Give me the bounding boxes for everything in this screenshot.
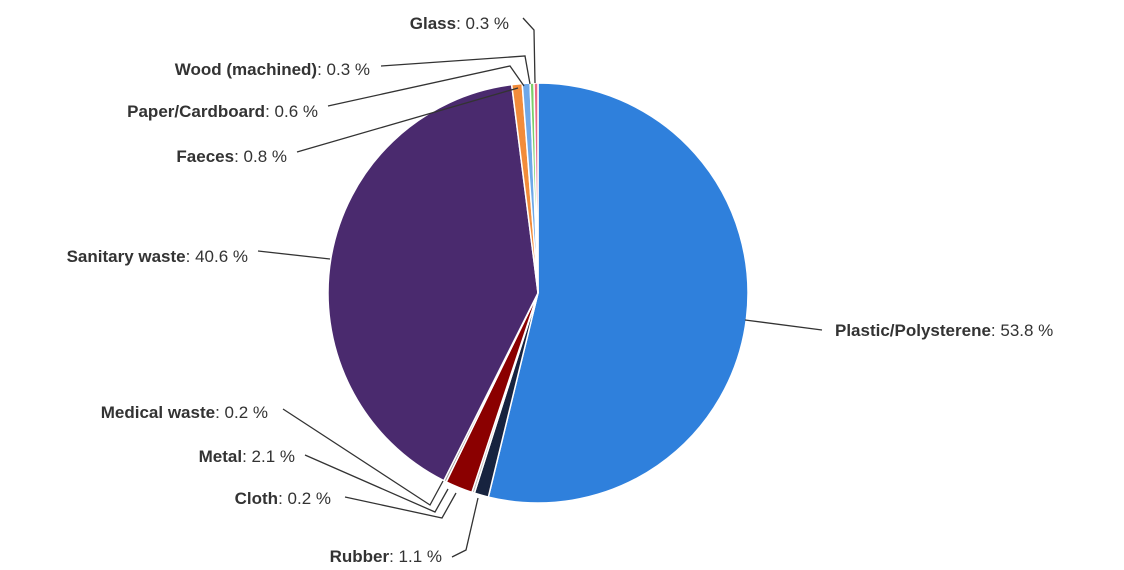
- leader-line-plastic-polysterene: [744, 319, 823, 331]
- leader-line-cloth: [344, 492, 457, 519]
- data-label-sanitary-waste: Sanitary waste: 40.6 %: [67, 247, 248, 266]
- data-label-name: Wood (machined): [175, 60, 317, 79]
- data-label-name: Sanitary waste: [67, 247, 186, 266]
- data-label-name: Glass: [410, 14, 456, 33]
- leader-line-faeces: [296, 87, 519, 153]
- data-label-value: : 0.2 %: [215, 403, 268, 422]
- data-label-wood-machined: Wood (machined): 0.3 %: [175, 60, 370, 79]
- data-label-paper-cardboard: Paper/Cardboard: 0.6 %: [127, 102, 318, 121]
- data-label-name: Metal: [199, 447, 242, 466]
- leader-line-sanitary-waste: [257, 250, 331, 260]
- data-label-glass: Glass: 0.3 %: [410, 14, 509, 33]
- pie-slice-glass[interactable]: [533, 82, 539, 294]
- data-label-cloth: Cloth: 0.2 %: [235, 489, 331, 508]
- data-label-rubber: Rubber: 1.1 %: [330, 547, 442, 566]
- pie-slice-sanitary-waste[interactable]: [327, 83, 539, 482]
- leader-line-rubber: [451, 497, 479, 558]
- data-label-name: Cloth: [235, 489, 278, 508]
- data-label-value: : 40.6 %: [186, 247, 248, 266]
- data-label-name: Rubber: [330, 547, 390, 566]
- data-label-medical-waste: Medical waste: 0.2 %: [101, 403, 268, 422]
- data-label-value: : 0.6 %: [265, 102, 318, 121]
- pie-slices: [327, 82, 749, 504]
- data-label-name: Plastic/Polysterene: [835, 321, 991, 340]
- data-label-value: : 0.3 %: [456, 14, 509, 33]
- leader-line-medical-waste: [282, 408, 444, 506]
- leader-line-glass: [522, 17, 536, 84]
- leader-line-wood-machined: [380, 55, 531, 85]
- data-label-faeces: Faeces: 0.8 %: [176, 147, 287, 166]
- leader-line-metal: [304, 454, 449, 513]
- data-label-name: Medical waste: [101, 403, 215, 422]
- pie-slice-plastic-polysterene[interactable]: [487, 82, 749, 504]
- data-label-value: : 0.2 %: [278, 489, 331, 508]
- data-label-metal: Metal: 2.1 %: [199, 447, 295, 466]
- data-label-name: Paper/Cardboard: [127, 102, 265, 121]
- data-label-value: : 53.8 %: [991, 321, 1053, 340]
- data-label-name: Faeces: [176, 147, 234, 166]
- data-label-plastic-polysterene: Plastic/Polysterene: 53.8 %: [835, 321, 1053, 340]
- data-label-value: : 2.1 %: [242, 447, 295, 466]
- pie-labels: Plastic/Polysterene: 53.8 % Rubber: 1.1 %…: [67, 14, 1054, 566]
- data-label-value: : 1.1 %: [389, 547, 442, 566]
- data-label-value: : 0.3 %: [317, 60, 370, 79]
- data-label-value: : 0.8 %: [234, 147, 287, 166]
- leader-line-paper-cardboard: [327, 65, 525, 107]
